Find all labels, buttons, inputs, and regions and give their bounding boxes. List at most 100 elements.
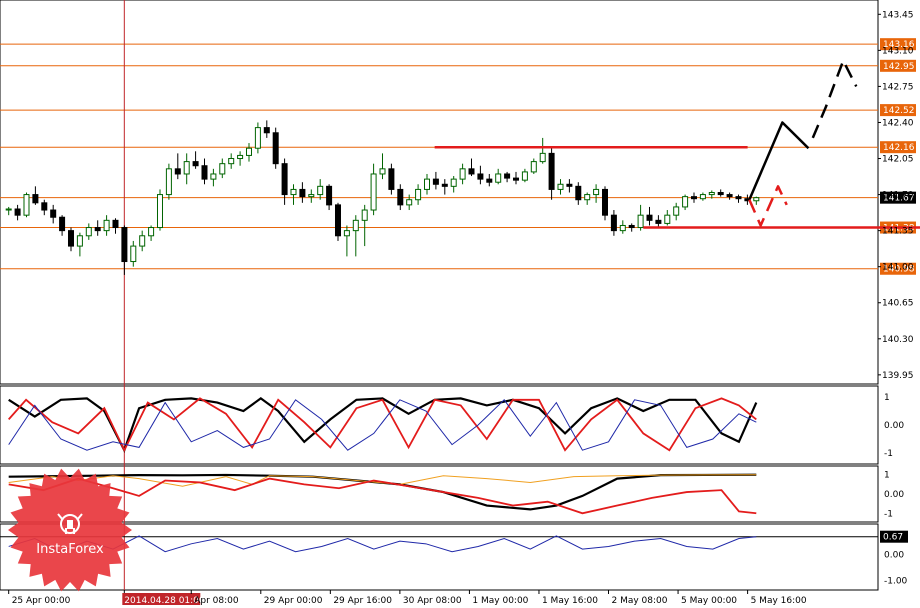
x-tick-label: 5 May 00:00 xyxy=(681,596,737,606)
level-tag xyxy=(880,59,916,72)
candle-body xyxy=(326,185,333,206)
candle-body xyxy=(495,173,502,183)
candle-body xyxy=(201,165,208,180)
candle-body xyxy=(183,161,190,175)
price-tick-label: 139.95 xyxy=(882,371,914,381)
candle-body xyxy=(361,209,368,221)
candle-body xyxy=(76,235,83,247)
candle-body xyxy=(219,163,226,175)
candle-body xyxy=(59,216,66,232)
level-tag-label: 142.16 xyxy=(883,143,915,153)
level-tag xyxy=(880,38,916,51)
candle-body xyxy=(432,178,439,185)
candle-body xyxy=(156,194,163,229)
x-tick-label: 5 May 16:00 xyxy=(751,596,807,606)
candle-body xyxy=(352,219,359,232)
candle-body xyxy=(406,199,413,206)
candle-body xyxy=(628,224,635,229)
candle-body xyxy=(619,224,626,232)
x-tick-label: 29 Apr 16:00 xyxy=(333,596,392,606)
candle-body xyxy=(50,209,57,218)
candle-body xyxy=(530,161,537,173)
candle-body xyxy=(566,183,573,187)
candle-body xyxy=(397,188,404,206)
candle-body xyxy=(708,192,715,196)
candle-body xyxy=(174,168,181,175)
candle-body xyxy=(735,196,742,200)
candle-body xyxy=(121,227,128,263)
oscillator-3-frame xyxy=(0,523,879,591)
level-tag-label: 143.16 xyxy=(883,40,915,50)
candle-body xyxy=(5,208,12,211)
brand-name: InstaForex xyxy=(36,542,104,557)
candle-body xyxy=(637,214,644,229)
candle-body xyxy=(14,208,21,216)
candle-body xyxy=(646,214,653,221)
candle-body xyxy=(423,178,430,190)
x-tick-label: 2 May 08:00 xyxy=(612,596,668,606)
osc-series-red xyxy=(8,477,757,515)
price-panel-frame xyxy=(0,0,879,385)
candle-body xyxy=(263,127,270,134)
candle-body xyxy=(272,132,279,165)
candle-body xyxy=(655,219,662,224)
brand-star-shape xyxy=(8,468,132,592)
candle-body xyxy=(575,185,582,201)
forecast-arrows xyxy=(748,59,858,227)
candle-body xyxy=(548,152,555,190)
price-tick-label: 142.75 xyxy=(882,82,914,92)
candle-body xyxy=(210,173,217,180)
brand-badge: InstaForex xyxy=(8,468,132,592)
oscillators: 10.00-110.00-10.670.00-1.000.67 xyxy=(0,393,908,587)
candle-body xyxy=(664,214,671,224)
x-tick-label: 1 May 00:00 xyxy=(472,596,528,606)
price-tick-label: 143.10 xyxy=(882,46,914,56)
osc-value-tag xyxy=(880,530,908,543)
candle-body xyxy=(441,183,448,187)
x-tick-label: 1 May 16:00 xyxy=(542,596,598,606)
candle-body xyxy=(139,235,146,247)
candle-body xyxy=(130,245,137,263)
candle-body xyxy=(192,161,199,167)
x-tick-label: 2014.04.28 01:00 xyxy=(124,596,205,606)
price-tick-label: 141.35 xyxy=(882,227,914,237)
candle-body xyxy=(308,194,315,198)
price-y-axis: 143.45143.10142.75142.40142.05141.70141.… xyxy=(878,10,914,381)
level-tag xyxy=(880,262,916,275)
osc-tick-label: 0.00 xyxy=(884,421,904,431)
osc-tick-label: 1 xyxy=(884,471,890,481)
price-tick-label: 140.65 xyxy=(882,299,914,309)
candle-body xyxy=(228,158,235,165)
candle-body xyxy=(699,194,706,200)
candle-body xyxy=(468,168,475,175)
osc-series-blue xyxy=(8,535,757,553)
candle-body xyxy=(370,173,377,211)
osc-tick-label: -1 xyxy=(884,509,893,519)
candle-body xyxy=(67,230,74,247)
candle-body xyxy=(610,214,617,232)
candle-body xyxy=(41,202,48,211)
candle-body xyxy=(459,168,466,180)
candle-body xyxy=(32,194,39,204)
candle-body xyxy=(85,227,92,237)
candle-body xyxy=(521,171,528,181)
x-tick-label: Apr 08:00 xyxy=(194,596,239,606)
candle-body xyxy=(753,197,760,202)
x-tick-label: 25 Apr 00:00 xyxy=(12,596,71,606)
candle-body xyxy=(726,194,733,198)
candle-body xyxy=(299,188,306,198)
osc-tick-label: -1 xyxy=(884,449,893,459)
level-tag xyxy=(880,191,916,204)
candle-body xyxy=(415,188,422,201)
candle-body xyxy=(94,227,101,232)
candle-body xyxy=(601,188,608,216)
osc-tick-label: 1 xyxy=(884,393,890,403)
osc-tick-label: 0.00 xyxy=(884,490,904,500)
candle-body xyxy=(237,154,244,160)
candle-body xyxy=(290,188,297,196)
price-tick-label: 141.70 xyxy=(882,191,914,201)
candle-body xyxy=(486,178,493,183)
forecast-path xyxy=(748,185,788,227)
candle-body xyxy=(690,196,697,200)
